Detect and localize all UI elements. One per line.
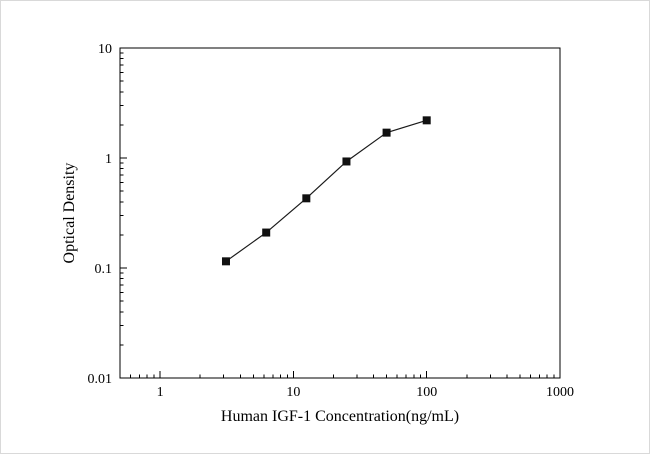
y-tick-label: 1 bbox=[105, 152, 112, 167]
x-tick-label: 1000 bbox=[546, 385, 574, 400]
y-axis-label: Optical Density bbox=[61, 162, 78, 264]
y-tick-label: 10 bbox=[98, 42, 112, 57]
y-tick-label: 0.01 bbox=[88, 372, 113, 387]
x-axis-label: Human IGF-1 Concentration(ng/mL) bbox=[220, 408, 460, 425]
data-point-marker bbox=[221, 257, 230, 266]
data-point-marker bbox=[302, 194, 311, 203]
x-tick-label: 100 bbox=[416, 385, 437, 400]
data-point-marker bbox=[422, 116, 431, 125]
data-series-line bbox=[225, 119, 427, 262]
data-point-marker bbox=[262, 228, 271, 237]
data-point-marker bbox=[382, 128, 391, 137]
y-tick-label: 0.1 bbox=[95, 262, 113, 277]
x-tick-label: 1 bbox=[157, 385, 164, 400]
plot-frame bbox=[119, 47, 561, 379]
data-point-marker bbox=[342, 157, 351, 166]
x-tick-label: 10 bbox=[286, 385, 300, 400]
